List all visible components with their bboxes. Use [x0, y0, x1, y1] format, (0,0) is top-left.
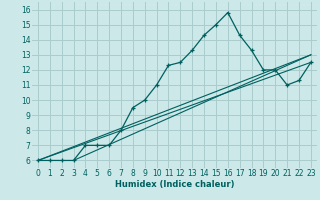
X-axis label: Humidex (Indice chaleur): Humidex (Indice chaleur): [115, 180, 234, 189]
